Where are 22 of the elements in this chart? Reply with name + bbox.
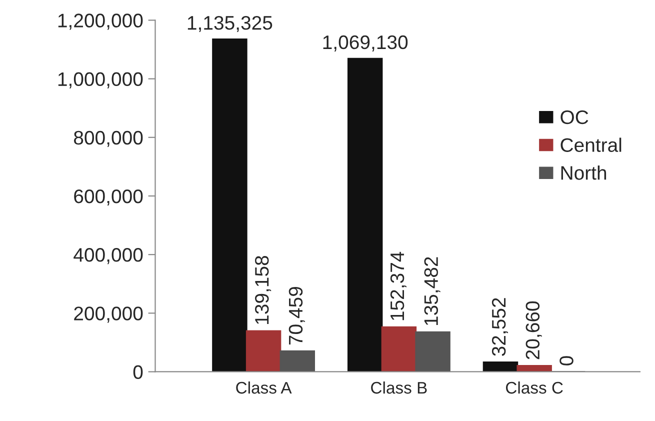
data-label: 1,135,325 [188, 16, 272, 32]
legend-label: North [561, 166, 606, 180]
legend-label: OC [560, 110, 588, 124]
data-label: 139,158 [255, 256, 272, 324]
legend-label: Central [560, 138, 622, 152]
y-tick-label: 0 [133, 365, 143, 379]
x-tick-label: Class A [236, 381, 292, 394]
x-tick-label: Class C [506, 381, 563, 394]
data-label: 20,660 [526, 301, 542, 360]
y-tick-label: 1,200,000 [58, 14, 143, 30]
y-tick-label: 800,000 [74, 130, 143, 147]
y-tick-label: 400,000 [74, 248, 143, 264]
y-tick-label: 1,000,000 [58, 72, 143, 88]
data-label: 152,374 [390, 252, 406, 320]
x-tick-label: Class B [371, 381, 427, 394]
data-label: 70,459 [288, 286, 305, 345]
data-label: 32,552 [492, 298, 508, 356]
data-label: 0 [560, 356, 574, 366]
data-label: 1,069,130 [323, 35, 408, 52]
y-tick-label: 200,000 [74, 306, 143, 323]
y-tick-label: 600,000 [74, 189, 143, 206]
data-label: 135,482 [424, 257, 440, 326]
